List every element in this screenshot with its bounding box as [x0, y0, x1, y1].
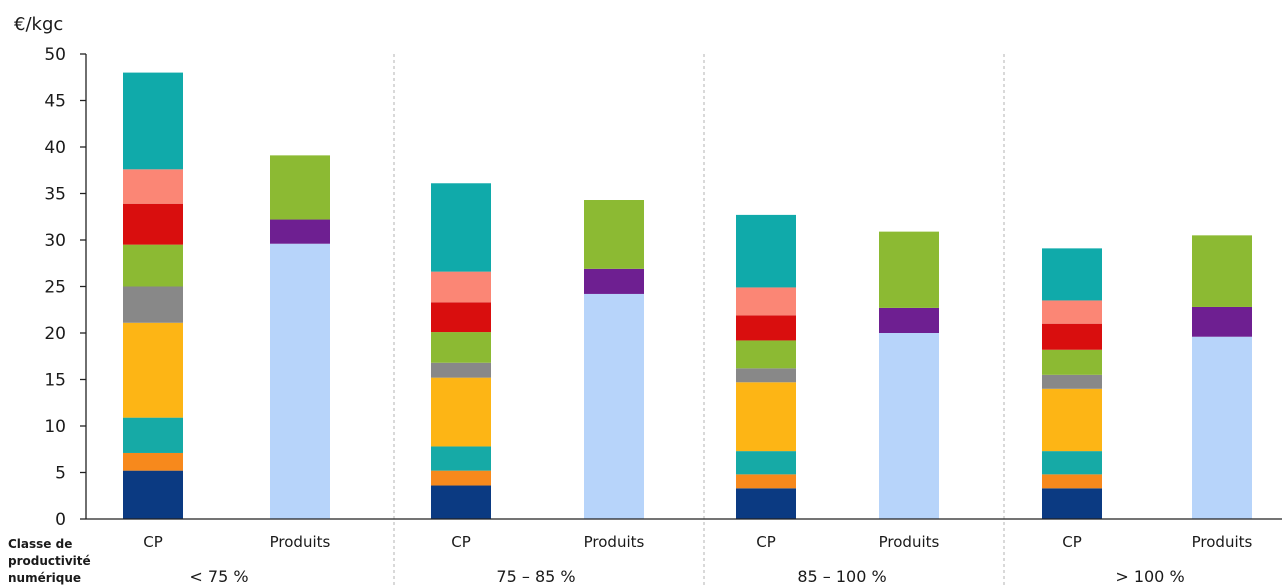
bar-segment — [879, 333, 939, 519]
group-separators — [393, 54, 1005, 588]
x-group-label: 75 – 85 % — [496, 567, 575, 586]
x-axis: CP Produits CP Produits CP Produits CP Produits… — [86, 518, 1282, 586]
bar-segment — [123, 244, 183, 287]
bar-segment — [736, 474, 796, 489]
x-row-title-line-3: numérique — [8, 571, 81, 585]
bar-segment — [736, 340, 796, 369]
bar-segment — [879, 307, 939, 333]
bar-segment — [1042, 474, 1102, 489]
bar-segment — [123, 417, 183, 453]
x-category-label: CP — [143, 533, 163, 551]
y-tick-label: 35 — [44, 185, 66, 205]
y-tick-label: 15 — [44, 371, 66, 391]
bar-segment — [1042, 451, 1102, 475]
bar-segment — [431, 302, 491, 333]
y-tick-label: 0 — [55, 510, 66, 530]
bar-segment — [431, 362, 491, 378]
bar-segment — [584, 293, 644, 519]
y-tick-label: 40 — [44, 138, 66, 158]
bar-segment — [270, 243, 330, 519]
bar-segment — [1042, 488, 1102, 519]
bar-segment — [123, 286, 183, 323]
bar-segment — [431, 446, 491, 471]
bar-segment — [431, 470, 491, 486]
bar-segment — [123, 169, 183, 204]
y-tick-label: 50 — [44, 45, 66, 65]
bar-segment — [736, 451, 796, 475]
bar-segment — [736, 315, 796, 341]
bar-segment — [123, 72, 183, 170]
bar-segment — [736, 287, 796, 316]
y-tick-label: 30 — [44, 231, 66, 251]
bar-segment — [123, 322, 183, 418]
bars — [123, 72, 1252, 519]
bar-segment — [123, 470, 183, 519]
y-axis-unit-label: €/kgc — [14, 14, 63, 35]
bar-segment — [1042, 374, 1102, 389]
bar-stack — [1042, 248, 1102, 519]
x-group-label: < 75 % — [189, 567, 248, 586]
bar-segment — [1042, 349, 1102, 375]
bar-segment — [431, 332, 491, 363]
bar-segment — [1192, 336, 1252, 519]
bar-segment — [270, 219, 330, 244]
bar-stack — [123, 72, 183, 519]
bar-stack — [736, 214, 796, 519]
bar-segment — [736, 382, 796, 452]
bar-segment — [431, 485, 491, 519]
bar-segment — [123, 203, 183, 245]
bar-segment — [1042, 388, 1102, 452]
x-category-label: Produits — [1192, 533, 1253, 551]
bar-segment — [1042, 323, 1102, 350]
bar-segment — [1192, 235, 1252, 307]
x-row-title: Classe de productivité numérique — [8, 537, 95, 585]
x-category-label: CP — [1062, 533, 1082, 551]
bar-segment — [1192, 306, 1252, 337]
bar-segment — [431, 183, 491, 272]
y-axis: 0 5 10 15 20 25 30 35 40 45 50 — [44, 45, 87, 530]
bar-segment — [1042, 248, 1102, 301]
bar-segment — [584, 200, 644, 269]
bar-segment — [431, 271, 491, 303]
bar-stack — [270, 155, 330, 519]
bar-segment — [270, 155, 330, 220]
bar-segment — [736, 368, 796, 383]
x-category-label: Produits — [879, 533, 940, 551]
x-group-label: > 100 % — [1115, 567, 1184, 586]
x-category-label: CP — [756, 533, 776, 551]
x-category-label: Produits — [270, 533, 331, 551]
y-tick-label: 5 — [55, 464, 66, 484]
bar-segment — [879, 231, 939, 308]
bar-segment — [736, 488, 796, 519]
bar-stack — [584, 200, 644, 519]
y-tick-label: 20 — [44, 324, 66, 344]
x-category-label: Produits — [584, 533, 645, 551]
bar-segment — [123, 452, 183, 471]
y-tick-label: 25 — [44, 278, 66, 298]
y-tick-label: 45 — [44, 92, 66, 112]
bar-segment — [431, 377, 491, 447]
bar-segment — [1042, 300, 1102, 324]
y-tick-label: 10 — [44, 417, 66, 437]
bar-segment — [736, 214, 796, 288]
x-category-label: CP — [451, 533, 471, 551]
bar-segment — [584, 268, 644, 294]
bar-stack — [1192, 235, 1252, 519]
x-group-label: 85 – 100 % — [797, 567, 886, 586]
bar-stack — [879, 231, 939, 519]
x-row-title-line-1: Classe de — [8, 537, 72, 551]
bar-stack — [431, 183, 491, 519]
x-row-title-line-2: productivité — [8, 554, 91, 568]
